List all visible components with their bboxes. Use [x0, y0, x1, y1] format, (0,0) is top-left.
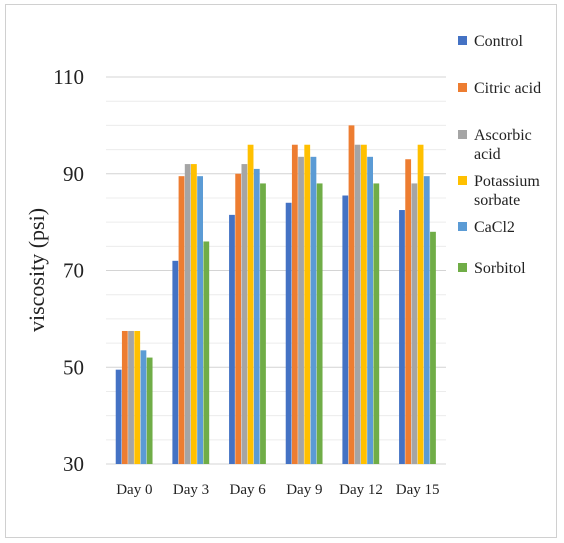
bar [235, 173, 242, 464]
legend-swatch [458, 263, 467, 272]
bar [197, 176, 203, 465]
x-tick-label: Day 15 [396, 482, 440, 498]
x-tick-label: Day 12 [339, 482, 383, 498]
y-tick-label: 30 [63, 452, 84, 476]
x-tick-label: Day 9 [286, 482, 322, 498]
legend-label: Sorbitol [474, 260, 526, 277]
legend-swatch [458, 36, 467, 45]
x-tick-labels: Day 0 Day 3 Day 6 Day 9 Day 12 Day 15 [116, 482, 439, 498]
bar [247, 144, 254, 465]
bar [430, 231, 436, 464]
y-tick-label: 70 [63, 259, 84, 283]
legend: Control Citric acid Ascorbic acid Potassium s… [458, 33, 541, 277]
bar [229, 214, 235, 464]
bar [399, 210, 405, 464]
legend-label: Citric acid [474, 80, 541, 97]
legend-swatch [458, 130, 467, 139]
bar [178, 176, 185, 465]
gridlines [106, 76, 446, 465]
legend-swatch [458, 222, 467, 231]
bar [115, 369, 122, 464]
bar [253, 168, 260, 464]
bar [172, 260, 179, 464]
bar [134, 330, 141, 464]
bar [342, 195, 349, 464]
bar [285, 202, 292, 464]
bar [367, 156, 373, 464]
bar [423, 176, 430, 465]
bar [128, 330, 134, 464]
bars [115, 125, 436, 465]
bar [241, 164, 248, 464]
bar [146, 357, 153, 464]
legend-swatch [458, 176, 467, 185]
legend-label: Potassium sorbate [474, 173, 540, 209]
bar [354, 144, 361, 465]
bar [298, 156, 304, 464]
x-tick-label: Day 3 [173, 482, 209, 498]
bar [291, 144, 298, 465]
bar [361, 144, 367, 465]
y-tick-label: 110 [53, 65, 84, 89]
bar [203, 241, 210, 464]
bar [310, 156, 317, 464]
bar [184, 164, 191, 464]
bar [348, 125, 355, 465]
bar [191, 164, 197, 464]
bar [121, 330, 128, 464]
y-axis-label: viscosity (psi) [24, 208, 49, 332]
legend-label: Control [474, 33, 523, 50]
bar [316, 183, 323, 464]
y-tick-labels: 30 50 70 90 110 [53, 65, 84, 476]
bar [417, 144, 424, 465]
bar [373, 183, 380, 464]
legend-label: CaCl2 [474, 219, 515, 236]
legend-swatch [458, 83, 467, 92]
bar [411, 183, 418, 464]
legend-label: Ascorbic acid [474, 127, 532, 163]
bar [405, 159, 412, 465]
bar [260, 183, 266, 464]
x-tick-label: Day 0 [116, 482, 152, 498]
x-tick-label: Day 6 [230, 482, 267, 498]
bar [140, 350, 147, 464]
bar [304, 144, 311, 465]
y-tick-label: 50 [63, 355, 84, 379]
y-tick-label: 90 [63, 162, 84, 186]
